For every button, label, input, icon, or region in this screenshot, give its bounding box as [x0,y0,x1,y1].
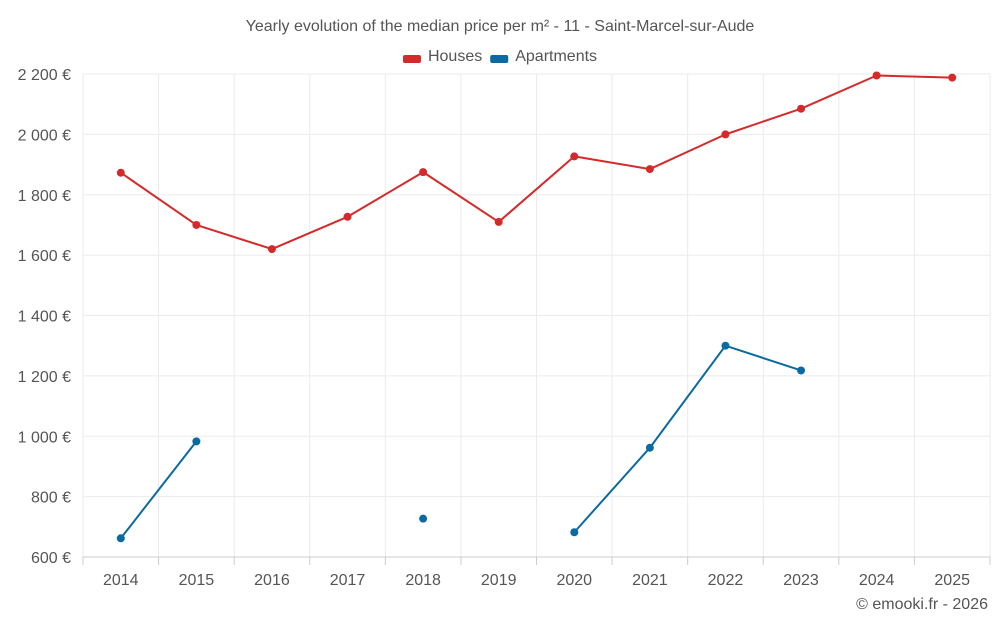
y-tick-label: 1 200 € [18,369,71,386]
legend-swatch [490,55,509,63]
x-tick-label: 2021 [632,572,668,589]
data-point-apartments-2023[interactable] [797,366,806,375]
data-point-houses-2024[interactable] [872,71,881,80]
data-point-apartments-2014[interactable] [116,534,125,543]
data-point-houses-2017[interactable] [343,212,352,221]
x-tick-label: 2016 [254,572,290,589]
series-houses [116,71,957,254]
y-tick-label: 1 800 € [18,188,71,205]
data-point-houses-2021[interactable] [645,165,654,174]
x-tick-label: 2020 [556,572,592,589]
data-point-houses-2014[interactable] [116,168,125,177]
y-tick-label: 2 000 € [18,127,71,144]
series-group [116,71,957,543]
x-axis: 2014 2015 2016 2017 2018 2019 2020 2021 2022 2023… [103,572,970,589]
data-point-houses-2015[interactable] [192,220,201,229]
data-point-apartments-2018[interactable] [419,514,428,523]
x-tick-label: 2025 [934,572,970,589]
legend-label: Houses [428,48,482,65]
series-line-apartments [573,344,803,534]
chart-title: Yearly evolution of the median price per… [246,18,755,35]
legend-item-apartments[interactable]: Apartments [490,48,597,65]
data-point-apartments-2015[interactable] [192,437,201,446]
series-line-houses [119,74,954,251]
data-point-apartments-2020[interactable] [570,528,579,537]
x-tick-label: 2017 [330,572,366,589]
x-tick-label: 2015 [179,572,215,589]
x-tick-label: 2022 [708,572,744,589]
data-point-apartments-2021[interactable] [645,443,654,452]
data-point-houses-2016[interactable] [267,245,276,254]
x-tick-label: 2014 [103,572,139,589]
y-tick-label: 600 € [31,550,71,567]
data-point-houses-2020[interactable] [570,152,579,161]
y-tick-label: 1 000 € [18,429,71,446]
y-tick-label: 1 400 € [18,309,71,326]
credit-text: © emooki.fr - 2026 [856,596,988,613]
x-tick-label: 2024 [859,572,895,589]
x-tick-label: 2019 [481,572,517,589]
grid [82,73,991,565]
legend-swatch [402,55,421,63]
x-tick-label: 2023 [783,572,819,589]
data-point-houses-2019[interactable] [494,217,503,226]
legend: Houses Apartments [402,48,597,65]
data-point-apartments-2022[interactable] [721,341,730,350]
data-point-houses-2025[interactable] [948,73,957,82]
series-line-apartments [119,440,198,540]
series-apartments [116,341,806,543]
legend-label: Apartments [515,48,597,65]
data-point-houses-2023[interactable] [797,104,806,113]
y-tick-label: 800 € [31,490,71,507]
data-point-houses-2018[interactable] [419,168,428,177]
legend-item-houses[interactable]: Houses [402,48,482,65]
y-tick-label: 1 600 € [18,248,71,265]
x-tick-label: 2018 [405,572,441,589]
data-point-houses-2022[interactable] [721,130,730,139]
y-axis: 600 € 800 € 1 000 € 1 200 € 1 400 € 1 600 € 1 … [18,67,71,567]
y-tick-label: 2 200 € [18,67,71,84]
